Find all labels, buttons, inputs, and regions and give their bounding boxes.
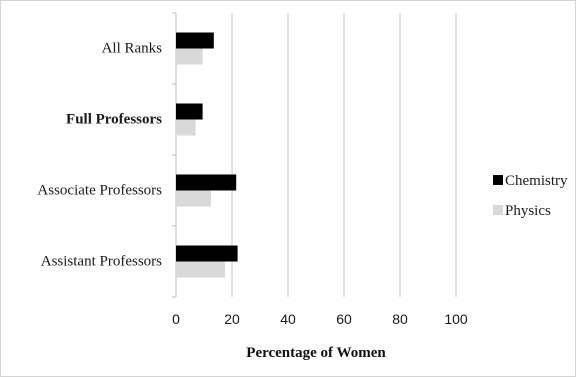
bar-chemistry-4 — [176, 245, 238, 262]
x-tick-label: 20 — [224, 311, 240, 327]
bar-physics-2 — [176, 119, 196, 136]
bars — [176, 32, 238, 278]
bar-physics-4 — [176, 261, 225, 278]
legend-label-physics: Physics — [505, 203, 551, 219]
x-tick-label: 80 — [392, 311, 408, 327]
category-label: Associate Professors — [37, 183, 162, 199]
x-tick-label: 0 — [172, 311, 180, 327]
bar-physics-1 — [176, 48, 203, 65]
x-tick-label: 60 — [336, 311, 352, 327]
bar-chemistry-2 — [176, 103, 203, 120]
category-label: Assistant Professors — [41, 254, 162, 270]
bar-chemistry-1 — [176, 32, 214, 49]
category-labels: All Ranks Full Professors Associate Profes… — [37, 41, 162, 270]
category-label: Full Professors — [66, 112, 162, 128]
x-axis-title: Percentage of Women — [246, 345, 386, 361]
legend-label-chemistry: Chemistry — [505, 173, 568, 189]
x-tick-label: 100 — [444, 311, 468, 327]
x-tick-labels: 0 20 40 60 80 100 — [172, 311, 468, 327]
x-tick-label: 40 — [280, 311, 296, 327]
bar-chemistry-3 — [176, 174, 237, 191]
legend: Chemistry Physics — [493, 173, 568, 219]
category-label: All Ranks — [102, 41, 163, 57]
bar-physics-3 — [176, 190, 211, 207]
legend-swatch-chemistry — [493, 175, 503, 185]
legend-swatch-physics — [493, 205, 503, 215]
